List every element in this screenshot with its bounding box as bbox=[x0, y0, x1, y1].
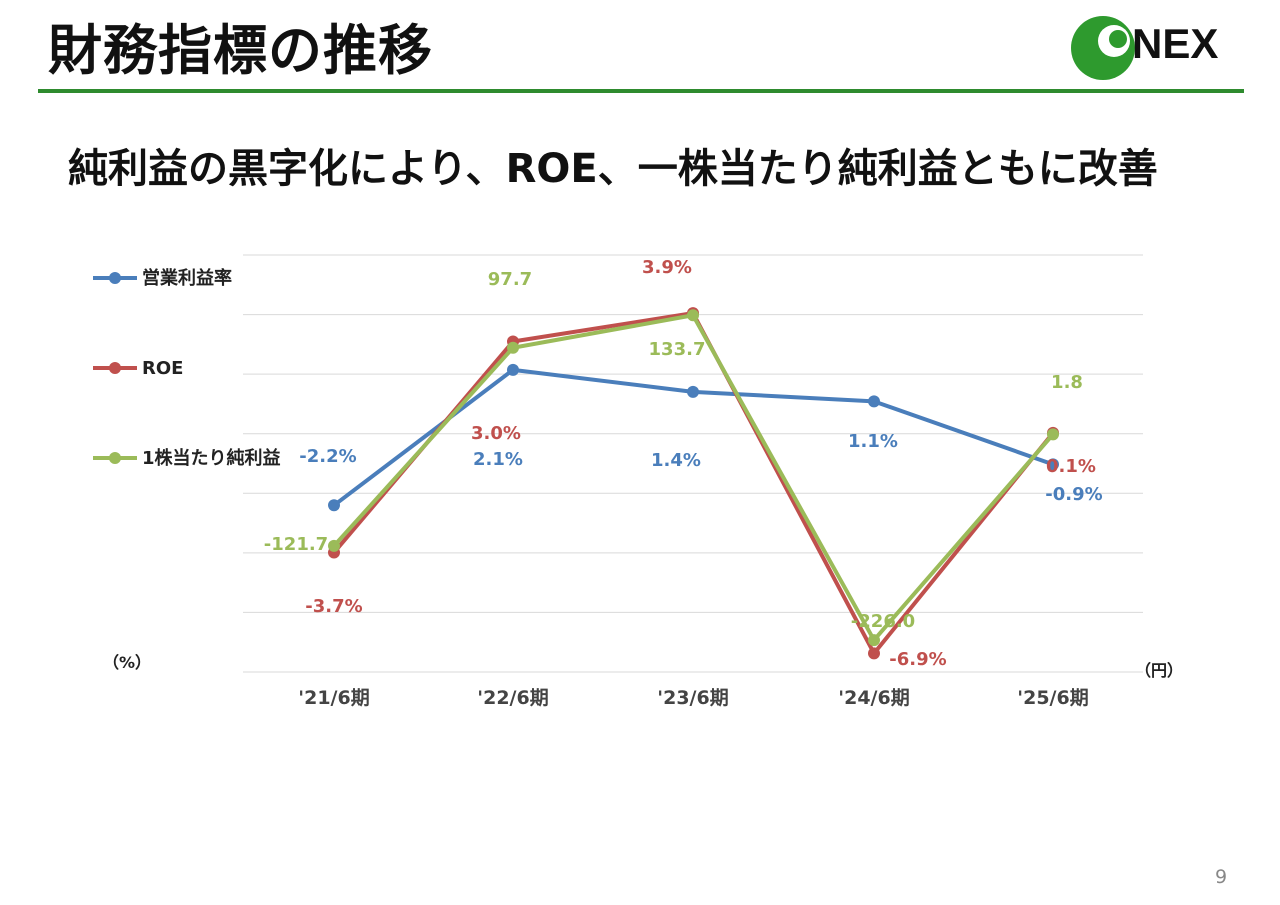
series-line-3 bbox=[332, 313, 1055, 643]
data-label-2: -3.7% bbox=[305, 596, 362, 617]
page-title: 財務指標の推移 bbox=[48, 19, 433, 82]
series-marker-1 bbox=[328, 499, 340, 512]
data-label-1: 1.1% bbox=[848, 431, 898, 452]
x-tick-label: '24/6期 bbox=[838, 687, 909, 709]
chart-series bbox=[328, 307, 1059, 660]
chart-grid bbox=[243, 254, 1143, 673]
legend-label: 1株当たり純利益 bbox=[142, 447, 281, 469]
legend-label: ROE bbox=[142, 358, 183, 379]
x-tick-label: '23/6期 bbox=[657, 687, 728, 709]
left-axis-unit: （%） bbox=[103, 653, 151, 672]
logo-text: NEX bbox=[1132, 20, 1218, 67]
legend-swatch-marker bbox=[109, 362, 121, 374]
series-marker-3 bbox=[328, 539, 340, 552]
data-label-1: 1.4% bbox=[651, 450, 701, 471]
data-label-3: 133.7 bbox=[649, 339, 706, 360]
legend-swatch-marker bbox=[109, 452, 121, 464]
legend-swatch-marker bbox=[109, 272, 121, 284]
series-marker-1 bbox=[687, 385, 699, 398]
chart-legend: 営業利益率 ROE 1株当たり純利益 bbox=[93, 267, 281, 469]
series-line-2 bbox=[332, 311, 1055, 656]
data-label-3: -121.7 bbox=[264, 534, 328, 555]
series-marker-3 bbox=[687, 309, 699, 322]
data-label-2: 0.1% bbox=[1046, 456, 1096, 477]
series-marker-2 bbox=[868, 647, 880, 660]
x-tick-label: '22/6期 bbox=[477, 687, 548, 709]
data-label-3: 97.7 bbox=[488, 269, 532, 290]
series-marker-3 bbox=[507, 341, 519, 354]
right-axis-unit: （円） bbox=[1135, 661, 1183, 680]
company-logo: NEX bbox=[1071, 16, 1218, 80]
headline: 純利益の黒字化により、ROE、一株当たり純利益ともに改善 bbox=[68, 146, 1158, 192]
series-marker-3 bbox=[868, 634, 880, 647]
data-label-1: -2.2% bbox=[299, 446, 356, 467]
data-label-1: -0.9% bbox=[1045, 484, 1102, 505]
data-label-2: 3.9% bbox=[642, 257, 692, 278]
series-marker-1 bbox=[1047, 458, 1059, 471]
legend-label: 営業利益率 bbox=[142, 267, 232, 289]
data-label-3: 1.8 bbox=[1051, 372, 1083, 393]
series-marker-3 bbox=[1047, 428, 1059, 441]
data-label-2: -6.9% bbox=[889, 649, 946, 670]
logo-dot bbox=[1109, 30, 1127, 48]
data-labels: -2.2% 2.1% 1.4% 1.1% -0.9% -3.7% 3.0% 3.9% -6.9%… bbox=[264, 257, 1103, 670]
data-label-2: 3.0% bbox=[471, 423, 521, 444]
data-label-3: -226.0 bbox=[851, 611, 915, 632]
series-marker-1 bbox=[507, 363, 519, 376]
title-divider bbox=[38, 89, 1244, 93]
x-tick-label: '25/6期 bbox=[1017, 687, 1088, 709]
x-tick-label: '21/6期 bbox=[298, 687, 369, 709]
page-number: 9 bbox=[1215, 866, 1228, 888]
series-marker-1 bbox=[868, 395, 880, 408]
data-label-1: 2.1% bbox=[473, 449, 523, 470]
x-axis-ticks: '21/6期 '22/6期 '23/6期 '24/6期 '25/6期 bbox=[298, 687, 1088, 709]
